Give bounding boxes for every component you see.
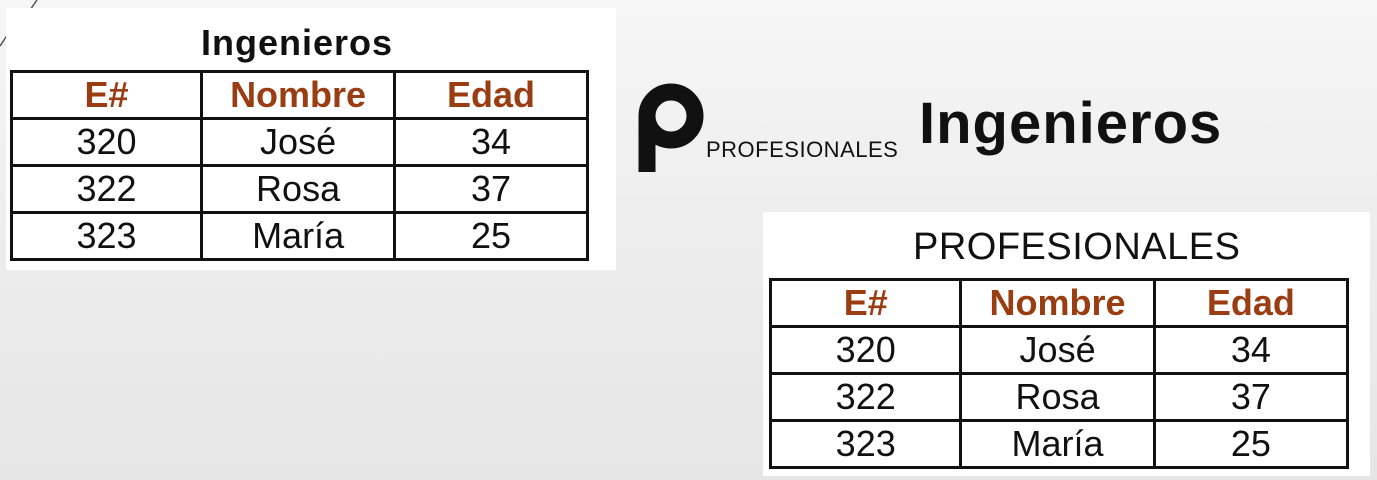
cell-age: 25 xyxy=(1152,419,1350,469)
cell-id: 320 xyxy=(768,325,963,375)
cell-age: 25 xyxy=(393,211,589,261)
column-header-id: E# xyxy=(768,278,963,328)
cell-id: 323 xyxy=(768,419,963,469)
rename-expression: PROFESIONALES Ingenieros xyxy=(633,82,1273,182)
column-header-name: Nombre xyxy=(200,70,397,120)
ingenieros-table-panel: Ingenieros E# Nombre Edad 320 José 34 32… xyxy=(6,8,616,270)
cell-name: María xyxy=(959,419,1156,469)
column-header-age: Edad xyxy=(393,70,589,120)
cell-name: Rosa xyxy=(200,164,397,214)
cell-age: 34 xyxy=(1152,325,1350,375)
table-row: 322 Rosa 37 xyxy=(9,164,589,214)
table-row: 323 María 25 xyxy=(768,419,1350,469)
cell-name: María xyxy=(200,211,397,261)
cell-name: José xyxy=(959,325,1156,375)
cell-id: 322 xyxy=(9,164,204,214)
ingenieros-table-title: Ingenieros xyxy=(201,22,394,63)
profesionales-table-panel: PROFESIONALES E# Nombre Edad 320 José 34… xyxy=(763,212,1370,476)
cell-age: 34 xyxy=(393,117,589,167)
table-row: 320 José 34 xyxy=(768,325,1350,375)
profesionales-table: E# Nombre Edad 320 José 34 322 Rosa 37 3… xyxy=(768,278,1350,469)
table-row: 322 Rosa 37 xyxy=(768,372,1350,422)
rename-relation-name: Ingenieros xyxy=(919,91,1223,156)
rho-operator-icon xyxy=(638,83,704,172)
profesionales-table-title: PROFESIONALES xyxy=(913,226,1241,268)
table-header-row: E# Nombre Edad xyxy=(9,70,589,120)
column-header-age: Edad xyxy=(1152,278,1350,328)
cell-id: 322 xyxy=(768,372,963,422)
cell-name: José xyxy=(200,117,397,167)
table-row: 323 María 25 xyxy=(9,211,589,261)
cell-id: 323 xyxy=(9,211,204,261)
cell-name: Rosa xyxy=(959,372,1156,422)
table-row: 320 José 34 xyxy=(9,117,589,167)
cell-id: 320 xyxy=(9,117,204,167)
ingenieros-table: E# Nombre Edad 320 José 34 322 Rosa 37 3… xyxy=(9,70,589,261)
rename-subscript: PROFESIONALES xyxy=(706,137,899,162)
cell-age: 37 xyxy=(393,164,589,214)
cell-age: 37 xyxy=(1152,372,1350,422)
column-header-name: Nombre xyxy=(959,278,1156,328)
table-header-row: E# Nombre Edad xyxy=(768,278,1350,328)
column-header-id: E# xyxy=(9,70,204,120)
